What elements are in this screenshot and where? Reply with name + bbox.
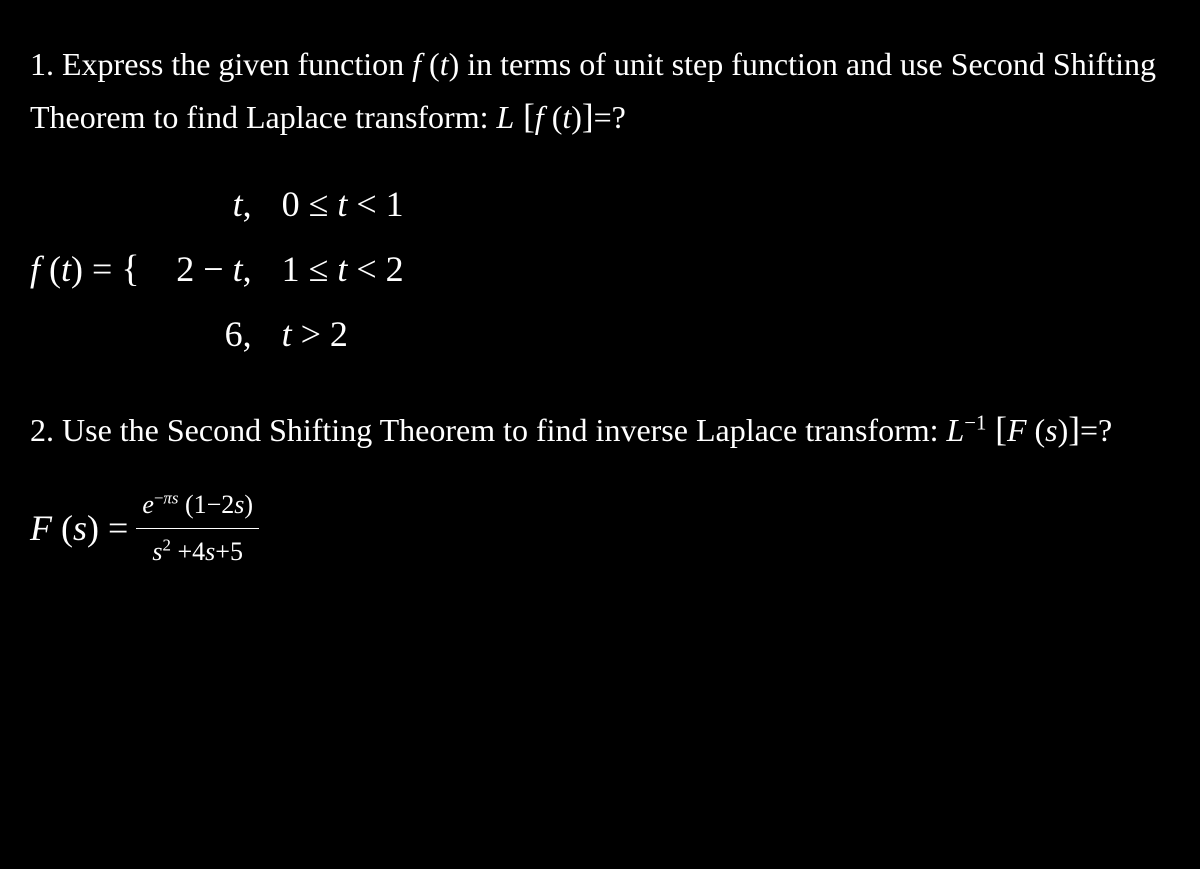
p2-sup: −1 <box>964 411 986 434</box>
pw-r2-left: 2 − t, <box>152 237 282 302</box>
num-rest-s: s <box>234 490 244 519</box>
fraction-numerator: e−πs (1−2s) <box>136 485 259 529</box>
p1-eq: =? <box>594 99 626 135</box>
piecewise-cases: t, 0 ≤ t < 1 2 − t, 1 ≤ t < 2 6, t > 2 <box>152 172 404 366</box>
fm-arg-open: ( <box>52 508 73 548</box>
p1-arg: t <box>440 46 449 82</box>
den-sq: 2 <box>163 536 171 555</box>
pw-r2-right: 1 ≤ t < 2 <box>282 237 404 302</box>
p1-L: L <box>496 99 514 135</box>
piecewise-lhs: f (t) = { <box>30 240 142 299</box>
den-b: +5 <box>215 537 243 566</box>
den-s2: s <box>205 537 215 566</box>
fm-arg-close: ) = <box>87 508 128 548</box>
p1-arg-close: ) <box>449 46 460 82</box>
p1-arg2-close: ) <box>571 99 582 135</box>
p2-F: F <box>1007 412 1027 448</box>
num-rest-b: ) <box>244 490 253 519</box>
p2-lb: [ <box>986 410 1007 449</box>
pw-r1-right: 0 ≤ t < 1 <box>282 172 404 237</box>
pw-lhs-f: f <box>30 249 40 289</box>
p1-prefix: 1. Express the given function <box>30 46 412 82</box>
pw-brace: { <box>121 248 139 290</box>
num-e: e <box>142 490 154 519</box>
p2-rb: ] <box>1068 410 1080 449</box>
problem-1-text: 1. Express the given function f (t) in t… <box>30 40 1170 144</box>
formula-lhs: F (s) = <box>30 501 128 557</box>
p1-func: f <box>412 46 421 82</box>
pw-lhs-close: ) = <box>71 249 121 289</box>
formula-fraction: e−πs (1−2s) s2 +4s+5 <box>136 485 259 573</box>
pw-lhs-arg: t <box>61 249 71 289</box>
p1-arg2: t <box>562 99 571 135</box>
p1-arg-open: ( <box>421 46 440 82</box>
piecewise-row-3: 6, t > 2 <box>152 302 404 367</box>
p2-prefix: 2. Use the Second Shifting Theorem to fi… <box>30 412 947 448</box>
pw-lhs-open: ( <box>40 249 61 289</box>
den-s: s <box>152 537 162 566</box>
fm-arg: s <box>73 508 87 548</box>
piecewise-row-2: 2 − t, 1 ≤ t < 2 <box>152 237 404 302</box>
pw-r3-left: 6, <box>152 302 282 367</box>
formula-Fs: F (s) = e−πs (1−2s) s2 +4s+5 <box>30 485 1170 573</box>
num-rest-a: (1−2 <box>178 490 234 519</box>
p1-rb: ] <box>582 97 594 136</box>
p2-arg: s <box>1045 412 1057 448</box>
p2-eq: =? <box>1080 412 1112 448</box>
p2-arg-close: ) <box>1058 412 1069 448</box>
p1-arg2-open: ( <box>544 99 563 135</box>
piecewise-row-1: t, 0 ≤ t < 1 <box>152 172 404 237</box>
p1-lb: [ <box>514 97 535 136</box>
fraction-denominator: s2 +4s+5 <box>146 529 249 572</box>
p1-f2: f <box>535 99 544 135</box>
fm-F: F <box>30 508 52 548</box>
piecewise-function: f (t) = { t, 0 ≤ t < 1 2 − t, 1 ≤ t < 2 … <box>30 172 1170 366</box>
pw-r3-right: t > 2 <box>282 302 348 367</box>
p2-L: L <box>947 412 965 448</box>
den-a: +4 <box>171 537 205 566</box>
p2-arg-open: ( <box>1027 412 1046 448</box>
num-exp: −πs <box>154 488 179 507</box>
pw-r1-left: t, <box>152 172 282 237</box>
problem-2-text: 2. Use the Second Shifting Theorem to fi… <box>30 403 1170 458</box>
